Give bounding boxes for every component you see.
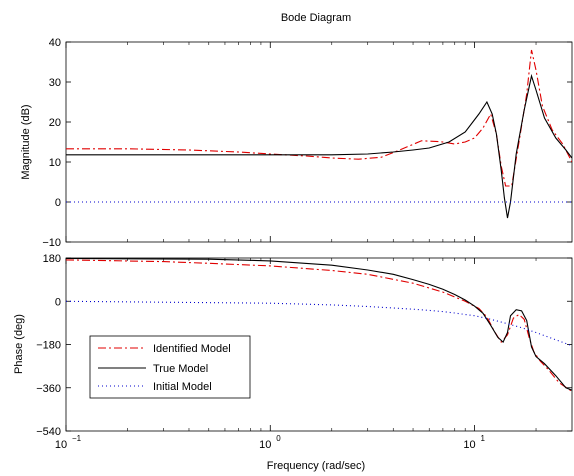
magnitude-y-label: Magnitude (dB) [20, 104, 32, 179]
x-tick-exponent: 1 [481, 434, 486, 443]
phase-y-label: Phase (deg) [13, 314, 25, 374]
magnitude-series [66, 49, 572, 219]
magnitude-y-tick-label: 30 [49, 77, 61, 89]
x-tick-exponent: 0 [276, 434, 281, 443]
phase-y-tick-label: 0 [55, 296, 61, 308]
phase-y-tick-label: −540 [36, 426, 61, 438]
magnitude-plot: −10 0 10 20 30 40 Magnitude (dB) [20, 37, 573, 249]
x-tick-label: 10 [55, 439, 67, 451]
magnitude-y-tick-label: 0 [55, 197, 61, 209]
legend-items: Identified Model True Model Initial Model [98, 343, 231, 393]
magnitude-y-tick-label: 10 [49, 157, 61, 169]
legend-label: Initial Model [153, 381, 212, 393]
magnitude-plot-area [65, 41, 573, 243]
legend-label: True Model [153, 363, 208, 375]
magnitude-y-tick-label: 40 [49, 37, 61, 49]
magnitude-x-ticks [65, 42, 537, 242]
legend-label: Identified Model [153, 343, 231, 355]
phase-series-identified-model [66, 259, 572, 392]
magnitude-y-tick-label: −10 [42, 237, 61, 249]
phase-y-ticks: −540 −360 −180 0 180 [36, 253, 572, 438]
phase-y-tick-label: −180 [36, 340, 61, 352]
x-axis-label: Frequency (rad/sec) [267, 460, 365, 472]
x-tick-label: 10 [463, 439, 475, 451]
phase-y-tick-label: 180 [43, 253, 61, 265]
legend-box [89, 335, 251, 399]
phase-series [66, 258, 572, 392]
phase-y-tick-label: −360 [36, 383, 61, 395]
chart-title: Bode Diagram [281, 12, 351, 24]
magnitude-series-true-model [66, 73, 572, 219]
x-tick-labels: 10 −1 10 0 10 1 [55, 434, 486, 451]
magnitude-y-tick-label: 20 [49, 117, 61, 129]
x-tick-exponent: −1 [72, 434, 82, 443]
phase-series-true-model [66, 258, 572, 391]
magnitude-y-ticks: −10 0 10 20 30 40 [42, 37, 572, 249]
legend: Identified Model True Model Initial Model [89, 335, 251, 399]
x-tick-label: 10 [259, 439, 271, 451]
